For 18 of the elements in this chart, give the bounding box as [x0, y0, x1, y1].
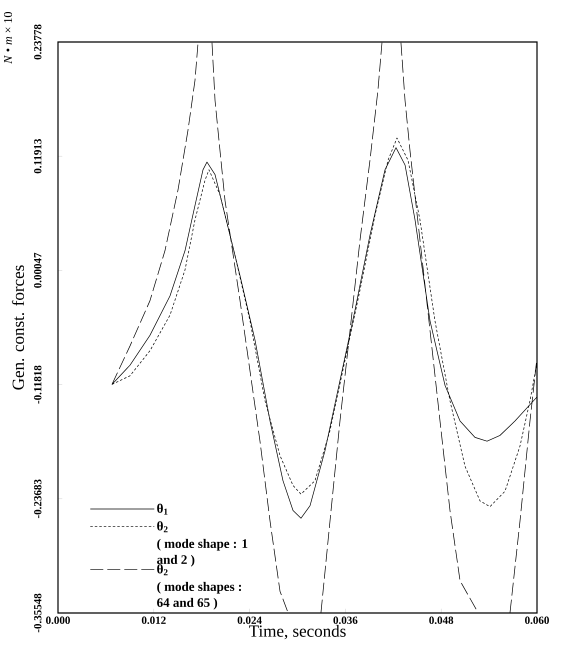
y-axis-title: Gen. const. forces: [12, 265, 24, 390]
y-tick-label: -0.35548: [34, 594, 42, 632]
text: N • m × 10: [4, 12, 12, 64]
x-tick-label: 0.036: [333, 616, 358, 624]
x-tick-label: 0.048: [429, 616, 454, 624]
annotation: ( mode shapes : 64 and 65 ): [157, 582, 242, 610]
x-axis-title: Time, seconds: [249, 624, 346, 640]
y-tick-label: 0.00047: [34, 252, 42, 288]
y-tick-label: -0.11818: [34, 366, 42, 404]
x-tick-label: 0.012: [142, 616, 166, 624]
y-tick-label: 0.11913: [34, 138, 42, 174]
x-tick-label: 0.060: [525, 616, 549, 624]
y-tick-label: -0.23683: [34, 479, 42, 518]
legend-label: θ$_{1}$: [157, 504, 168, 515]
x-tick-label: 0.024: [238, 616, 262, 624]
legend-label: θ$_{2}$: [157, 521, 168, 532]
y-tick-label: 0.23778: [34, 24, 42, 60]
x-tick-label: 0.000: [46, 616, 70, 624]
